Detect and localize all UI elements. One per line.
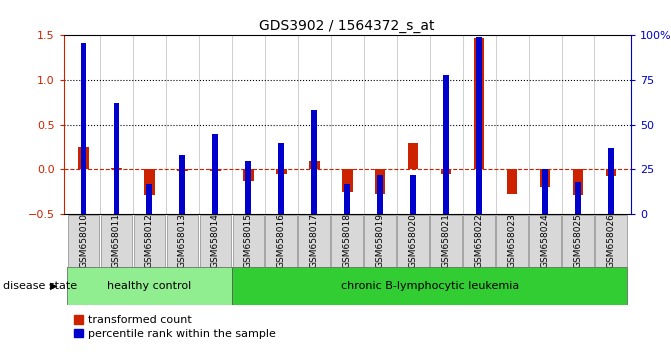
Bar (410, 175, 416, 214)
Bar (266, 215, 297, 267)
Bar (342, 170, 352, 192)
Text: GSM658023: GSM658023 (507, 213, 517, 268)
Bar (199, 215, 231, 267)
Bar (134, 215, 165, 267)
Text: GSM658025: GSM658025 (574, 213, 582, 268)
Text: chronic B-lymphocytic leukemia: chronic B-lymphocytic leukemia (340, 281, 519, 291)
Bar (232, 267, 627, 305)
Bar (377, 175, 383, 214)
Bar (213, 134, 218, 214)
Bar (68, 215, 99, 267)
Bar (542, 170, 548, 214)
Text: disease state: disease state (3, 281, 77, 291)
Bar (375, 170, 385, 194)
Bar (177, 170, 188, 171)
Bar (309, 161, 319, 170)
Text: GSM658011: GSM658011 (112, 213, 121, 268)
Bar (539, 170, 550, 187)
Bar (397, 215, 429, 267)
Text: GSM658021: GSM658021 (442, 213, 451, 268)
Bar (344, 184, 350, 214)
Bar (146, 184, 152, 214)
Bar (575, 182, 581, 214)
Bar (166, 215, 198, 267)
Bar (606, 170, 616, 176)
Text: GSM658022: GSM658022 (474, 213, 484, 268)
Text: ▶: ▶ (50, 281, 57, 291)
Text: GSM658014: GSM658014 (211, 213, 220, 268)
Bar (573, 170, 583, 194)
Text: GSM658020: GSM658020 (409, 213, 417, 268)
Bar (476, 37, 482, 214)
Text: GSM658012: GSM658012 (145, 213, 154, 268)
Bar (299, 215, 330, 267)
Bar (67, 267, 232, 305)
Legend: transformed count, percentile rank within the sample: transformed count, percentile rank withi… (69, 311, 280, 343)
Bar (246, 161, 252, 214)
Bar (278, 143, 285, 214)
Bar (233, 215, 264, 267)
Text: GSM658026: GSM658026 (607, 213, 615, 268)
Bar (443, 75, 449, 214)
Bar (101, 215, 132, 267)
Text: GSM658018: GSM658018 (343, 213, 352, 268)
Bar (497, 215, 528, 267)
Bar (507, 170, 517, 194)
Bar (210, 170, 221, 171)
Bar (243, 170, 254, 181)
Bar (463, 215, 495, 267)
Bar (276, 170, 287, 174)
Bar (179, 155, 185, 214)
Text: GSM658024: GSM658024 (541, 213, 550, 268)
Bar (408, 143, 419, 170)
Bar (562, 215, 594, 267)
Bar (608, 148, 614, 214)
Bar (430, 215, 462, 267)
Bar (311, 110, 317, 214)
Text: GSM658016: GSM658016 (277, 213, 286, 268)
Text: GSM658010: GSM658010 (79, 213, 88, 268)
Title: GDS3902 / 1564372_s_at: GDS3902 / 1564372_s_at (260, 19, 435, 33)
Text: GSM658015: GSM658015 (244, 213, 253, 268)
Bar (144, 170, 155, 194)
Bar (331, 215, 363, 267)
Bar (529, 215, 561, 267)
Bar (595, 215, 627, 267)
Text: GSM658017: GSM658017 (310, 213, 319, 268)
Bar (364, 215, 396, 267)
Bar (441, 170, 452, 174)
Bar (111, 168, 121, 170)
Text: GSM658013: GSM658013 (178, 213, 187, 268)
Text: GSM658019: GSM658019 (376, 213, 384, 268)
Text: healthy control: healthy control (107, 281, 192, 291)
Bar (81, 42, 87, 214)
Bar (474, 38, 484, 170)
Bar (79, 147, 89, 170)
Bar (113, 103, 119, 214)
